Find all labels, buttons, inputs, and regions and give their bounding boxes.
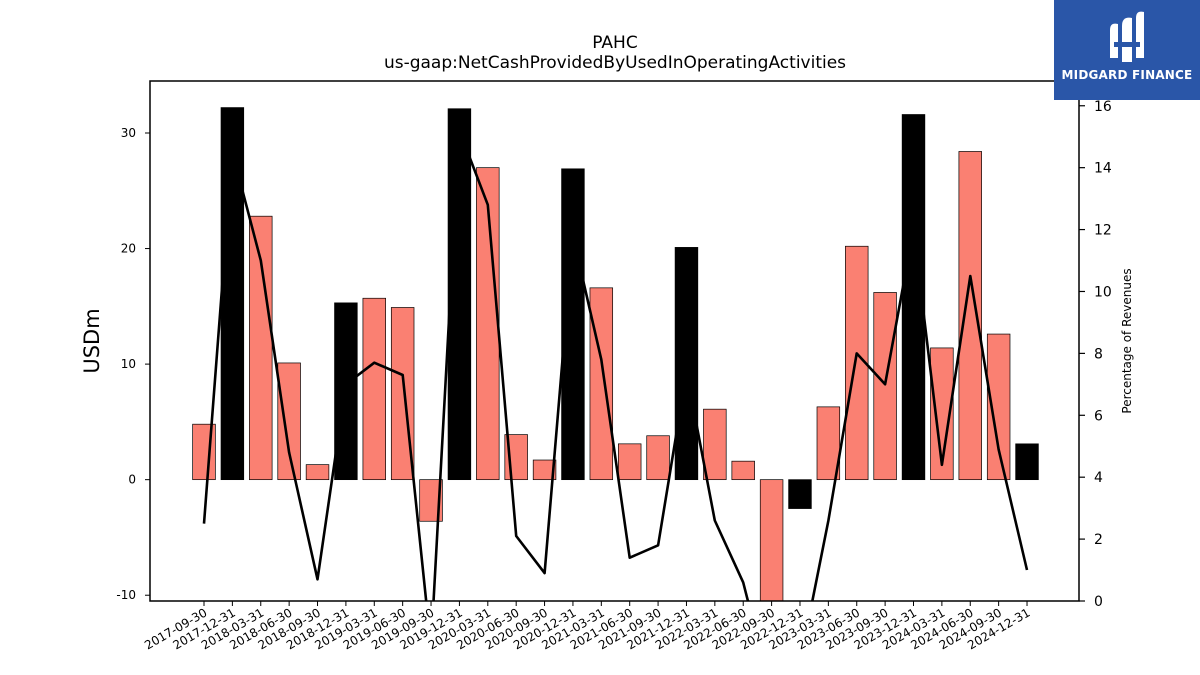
y2-axis-label: Percentage of Revenues bbox=[1120, 268, 1134, 413]
logo-mark-icon bbox=[1110, 11, 1144, 62]
bar-2022-03-31 bbox=[703, 408, 727, 481]
bar-2023-06-30 bbox=[845, 245, 869, 481]
y2-tick-label: 6 bbox=[1094, 408, 1103, 424]
y-tick-label: 20 bbox=[121, 242, 136, 256]
brand-logo: MIDGARD FINANCE bbox=[1054, 0, 1200, 100]
y-tick-label: 30 bbox=[121, 126, 136, 140]
y2-tick-label: 16 bbox=[1094, 99, 1112, 115]
y2-tick-label: 2 bbox=[1094, 532, 1103, 548]
bar-group bbox=[192, 107, 1039, 601]
plot-frame bbox=[149, 80, 1080, 602]
y-axis-label: USDm bbox=[80, 308, 104, 373]
logo-text: MIDGARD FINANCE bbox=[1061, 68, 1193, 82]
percentage-line bbox=[202, 129, 1029, 601]
bar-2022-12-31 bbox=[788, 479, 812, 509]
y2-tick-label: 8 bbox=[1094, 346, 1103, 362]
bar-2024-06-30 bbox=[958, 151, 982, 481]
bar-2020-09-30 bbox=[532, 459, 557, 481]
y2-tick-label: 10 bbox=[1094, 284, 1112, 300]
bar-2023-09-30 bbox=[873, 292, 897, 481]
bar-2024-09-30 bbox=[986, 333, 1011, 481]
bar-2021-09-30 bbox=[646, 435, 670, 481]
line-layer bbox=[202, 129, 1029, 601]
y2-tick-label: 14 bbox=[1094, 161, 1112, 177]
chart-title: PAHC bbox=[592, 33, 637, 53]
bar-2022-09-30 bbox=[759, 479, 784, 601]
bar-2022-06-30 bbox=[731, 460, 755, 481]
bar-2021-12-31 bbox=[674, 247, 699, 481]
y-tick-label: -10 bbox=[116, 588, 136, 602]
bar-2019-12-31 bbox=[447, 108, 472, 481]
bar-2024-03-31 bbox=[930, 347, 954, 481]
bar-2019-03-31 bbox=[362, 297, 386, 481]
y2-tick-label: 0 bbox=[1094, 594, 1103, 610]
bar-2024-12-31 bbox=[1015, 443, 1039, 481]
bar-2021-06-30 bbox=[617, 443, 642, 481]
bar-2023-03-31 bbox=[816, 406, 841, 481]
y2-axis-ticks: 0 2 4 6 8 10 12 14 16 bbox=[1079, 99, 1112, 610]
bar-2018-06-30 bbox=[277, 362, 301, 481]
bar-2021-03-31 bbox=[589, 287, 614, 481]
bar-2018-03-31 bbox=[249, 215, 273, 481]
x-axis-ticks: 2017-09-302017-12-312018-03-312018-06-30… bbox=[142, 601, 1033, 652]
bar-2020-12-31 bbox=[561, 168, 585, 481]
chart-subtitle: us-gaap:NetCashProvidedByUsedInOperating… bbox=[384, 53, 846, 73]
y2-tick-label: 4 bbox=[1094, 470, 1103, 486]
bar-2019-09-30 bbox=[419, 479, 443, 522]
y2-tick-label: 12 bbox=[1094, 223, 1112, 239]
bar-2018-09-30 bbox=[305, 464, 330, 481]
y-tick-label: 0 bbox=[128, 473, 136, 487]
y-tick-label: 10 bbox=[121, 357, 136, 371]
y-axis-ticks: -10 0 10 20 30 bbox=[116, 126, 150, 602]
